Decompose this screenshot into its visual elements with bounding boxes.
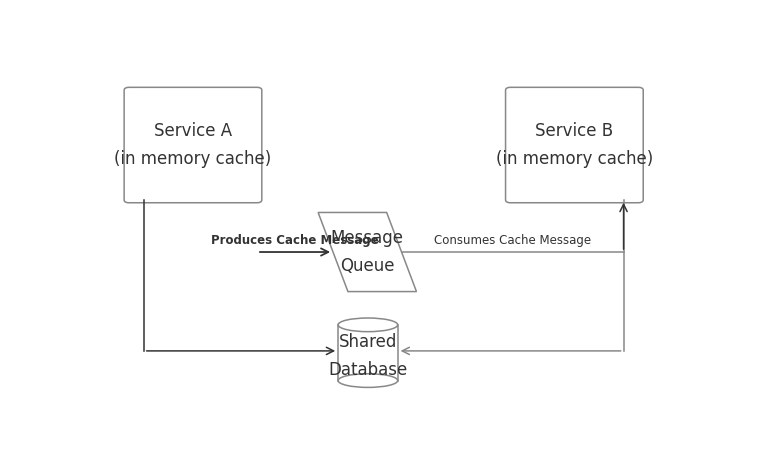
Text: Service A
(in memory cache): Service A (in memory cache): [115, 122, 271, 168]
Text: Service B
(in memory cache): Service B (in memory cache): [496, 122, 653, 168]
Text: Consumes Cache Message: Consumes Cache Message: [434, 234, 591, 247]
Polygon shape: [318, 212, 417, 291]
FancyBboxPatch shape: [505, 87, 643, 203]
Text: Shared
Database: Shared Database: [328, 333, 408, 379]
Text: Message
Queue: Message Queue: [331, 229, 404, 275]
Text: Produces Cache Message: Produces Cache Message: [211, 234, 379, 247]
Ellipse shape: [338, 374, 398, 388]
FancyBboxPatch shape: [124, 87, 261, 203]
Bar: [338, 325, 398, 381]
Ellipse shape: [338, 318, 398, 332]
